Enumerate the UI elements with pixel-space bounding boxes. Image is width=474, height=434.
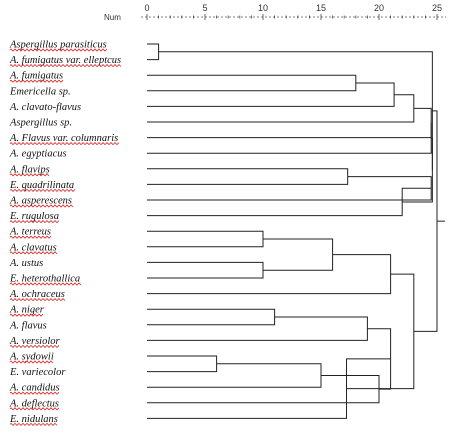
spellcheck-underline: [9, 188, 76, 192]
spellcheck-underline: [9, 282, 82, 286]
leaf-label: E. variecolor: [9, 367, 66, 378]
spellcheck-underline: [9, 313, 44, 317]
spellcheck-underline: [9, 298, 66, 302]
merge-link: [147, 308, 276, 326]
leaf-label: A. candidus: [9, 383, 60, 394]
merge-link: [402, 137, 433, 203]
leaf-label: E. quadrilinata: [9, 180, 74, 191]
spellcheck-underline: [9, 204, 74, 208]
leaf-label: E. heterothallica: [9, 274, 80, 285]
leaf-label: A. ustus: [9, 258, 43, 269]
merge-link: [147, 176, 432, 201]
leaf-label: A. niger: [9, 305, 45, 316]
merge-link: [147, 363, 322, 388]
merge-link: [147, 261, 264, 279]
spellcheck-underline: [9, 344, 60, 348]
merge-link: [147, 254, 392, 295]
merge-link: [147, 82, 395, 107]
merge-link: [147, 74, 357, 92]
leaf-label: A. flavips: [9, 164, 50, 175]
leaf-label: A. sydowii: [9, 352, 54, 363]
leaf-label: E. nidulans: [9, 414, 58, 425]
merge-link: [147, 43, 160, 61]
spellcheck-underline: [9, 235, 52, 239]
axis-tick-label: 25: [432, 3, 442, 13]
merge-link: [413, 110, 438, 332]
axis-tick-label: 15: [316, 3, 326, 13]
axis-tick-label: 5: [202, 3, 207, 13]
spellcheck-underline: [9, 142, 120, 146]
leaf-label: A. ochraceus: [9, 289, 65, 300]
dendrogram-links: [147, 43, 445, 419]
merge-link: [147, 168, 349, 185]
leaf-label: A. flavus: [9, 320, 47, 331]
spellcheck-underline: [9, 251, 58, 255]
spellcheck-underline: [9, 422, 58, 426]
merge-link: [147, 375, 380, 404]
merge-link: [147, 94, 415, 123]
leaf-label: Aspergillus parasiticus: [9, 40, 107, 51]
merge-link: [147, 122, 432, 154]
leaf-label: A. clavato-flavus: [9, 102, 81, 113]
axis-tick-label: 20: [374, 3, 384, 13]
leaf-label: A. Flavus var. columnaris: [9, 133, 118, 144]
spellcheck-underline: [9, 360, 54, 364]
leaf-label: A. asperescens: [9, 196, 72, 207]
merge-link: [147, 187, 432, 217]
spellcheck-underline: [9, 173, 50, 177]
merge-link: [346, 273, 415, 390]
spellcheck-underline: [9, 391, 60, 395]
leaf-labels: Aspergillus parasiticus A. fumigatus var.…: [9, 40, 122, 426]
axis-tick-label: 10: [258, 3, 268, 13]
spellcheck-underline: [9, 220, 60, 224]
merge-link: [147, 316, 368, 341]
leaf-label: A. fumigatus: [9, 71, 63, 82]
leaf-label: A. versiolor: [9, 336, 60, 347]
axis-tick-label: 0: [144, 3, 149, 13]
merge-link: [147, 355, 218, 373]
spellcheck-underline: [9, 407, 60, 411]
merge-link: [263, 238, 334, 271]
leaf-label: A. deflectus: [9, 398, 59, 409]
leaf-label: E. rugulosa: [9, 211, 59, 222]
leaf-label: Emericella sp.: [9, 86, 71, 97]
merge-link: [147, 230, 264, 248]
leaf-label: A. fumigatus var. elleptcus: [9, 55, 121, 66]
leaf-label: Aspergillus sp.: [9, 118, 72, 129]
merge-link: [158, 51, 433, 171]
spellcheck-underline: [9, 48, 108, 52]
spellcheck-underline: [9, 64, 122, 68]
distance-axis: Num 0 5 10 15 20 25: [104, 3, 446, 22]
leaf-label: A. egyptiacus: [9, 149, 67, 160]
leaf-label: A. clavatus: [9, 242, 57, 253]
axis-title: Num: [104, 13, 121, 22]
merge-link: [147, 107, 432, 139]
spellcheck-underline: [9, 79, 64, 83]
leaf-label: A. terreus: [9, 227, 51, 238]
